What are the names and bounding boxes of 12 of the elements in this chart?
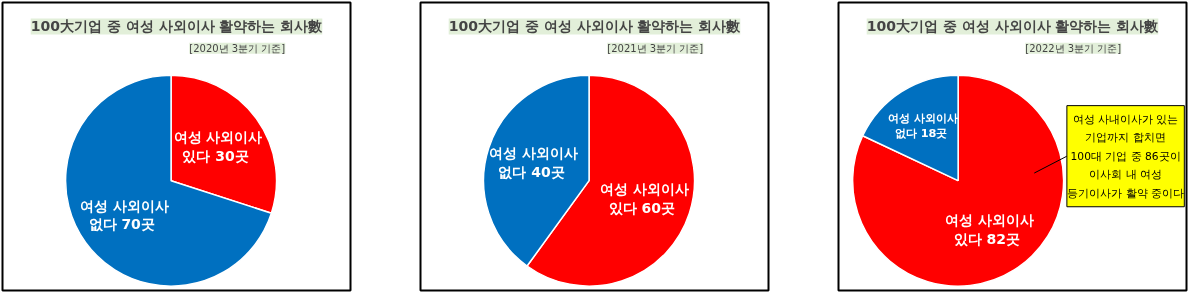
chart-subtitle: [2022년 3분기 기준] — [1025, 42, 1122, 54]
chart-subtitle: [2021년 3분기 기준] — [607, 42, 704, 54]
slice-label: 여성 사외이사 있다 82곳 — [944, 212, 1034, 247]
chart-subtitle: [2020년 3분기 기준] — [189, 42, 286, 54]
slice-label: 여성 사외이사 없다 70곳 — [79, 197, 169, 233]
chart-title: 100大기업 중 여성 사외이사 활약하는 회사數 — [866, 18, 1160, 35]
slice-label: 여성 사외이사 있다 30곳 — [173, 129, 263, 164]
chart-title: 100大기업 중 여성 사외이사 활약하는 회사數 — [448, 18, 742, 35]
text: 여성 사내이사가 있는 기업까지 합치면 100대 기업 중 86곳이 이사회 내 여성 등기이사가 활약 중이다 — [1067, 112, 1184, 200]
slice-label: 여성 사외이사 없다 40곳 — [489, 145, 579, 180]
slice-label: 여성 사외이사 있다 60곳 — [599, 181, 689, 216]
chart-title: 100大기업 중 여성 사외이사 활약하는 회사數 — [30, 18, 324, 35]
